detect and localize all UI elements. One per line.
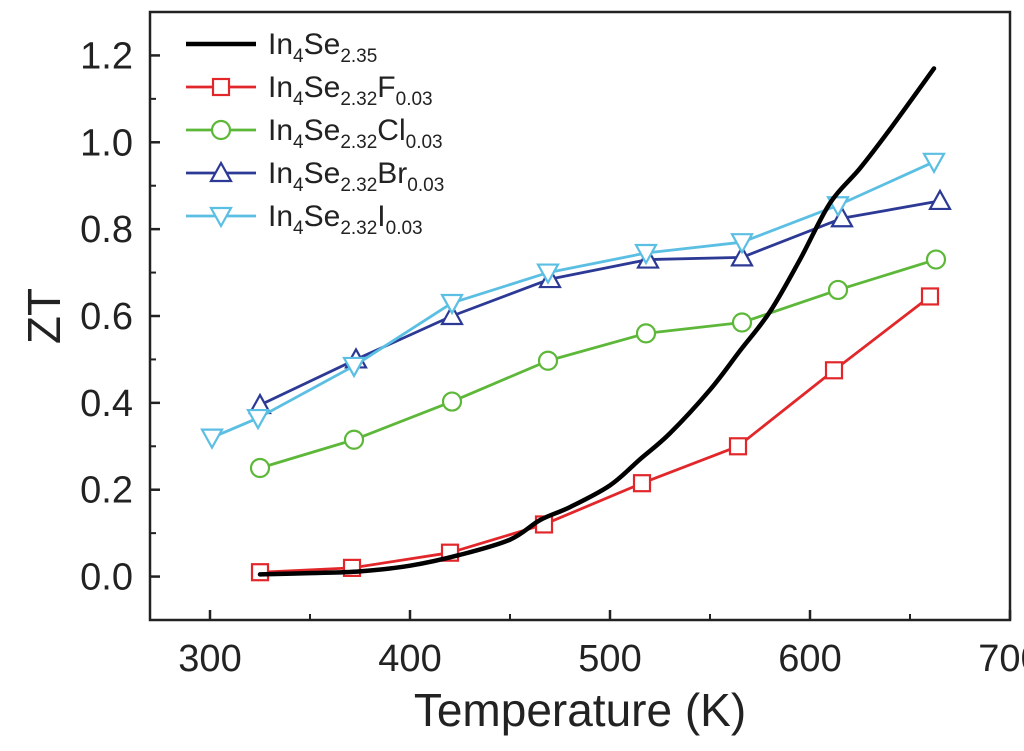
y-tick-label: 0.2: [80, 470, 133, 512]
data-point: [200, 428, 224, 450]
legend-text: I: [377, 200, 385, 233]
y-tick-label: 0.6: [80, 296, 133, 338]
data-point: [824, 361, 844, 380]
data-point: [246, 408, 270, 431]
legend-entry: In4Se2.32Br0.03: [186, 157, 444, 196]
legend-text: In: [268, 71, 293, 104]
legend-subscript: 4: [293, 218, 304, 239]
legend-subscript: 4: [293, 132, 304, 153]
data-point: [730, 245, 754, 267]
data-point: [537, 350, 559, 371]
legend-entry: In4Se2.32Cl0.03: [186, 114, 443, 153]
legend-label: In4Se2.32I0.03: [268, 200, 423, 239]
series-line: [257, 66, 937, 577]
data-point: [634, 243, 658, 266]
data-point: [922, 152, 946, 175]
legend-subscript: 2.32: [340, 132, 377, 153]
data-point: [920, 287, 940, 306]
legend-text: Se: [304, 157, 341, 190]
data-point: [635, 323, 657, 344]
x-tick-label: 300: [178, 638, 241, 680]
legend-subscript: 2.32: [340, 89, 377, 110]
y-axis-title: ZT: [18, 288, 70, 344]
legend-text: Se: [304, 200, 341, 233]
legend-label: In4Se2.32Br0.03: [268, 157, 444, 196]
series-line: [259, 199, 941, 407]
legend-subscript: 4: [293, 175, 304, 196]
legend-subscript: 2.32: [340, 218, 377, 239]
series-5: [200, 152, 946, 450]
data-point: [342, 356, 366, 379]
legend-subscript: 2.35: [340, 46, 377, 67]
x-tick-label: 600: [778, 638, 841, 680]
legend-subscript: 0.03: [386, 218, 423, 239]
legend-label: In4Se2.35: [268, 28, 377, 67]
data-point: [827, 279, 849, 301]
legend-text: F: [377, 71, 395, 104]
series-3: [249, 249, 947, 479]
data-point: [928, 188, 952, 211]
legend-entry: In4Se2.32F0.03: [186, 71, 433, 110]
data-point: [632, 474, 652, 493]
legend-subscript: 0.03: [406, 132, 443, 153]
legend-text: Br: [377, 157, 407, 190]
legend-subscript: 0.03: [396, 89, 433, 110]
legend-text: In: [268, 114, 293, 147]
legend-label: In4Se2.32Cl0.03: [268, 114, 443, 153]
legend-text: In: [268, 200, 293, 233]
legend-marker: [210, 119, 232, 141]
data-point: [441, 391, 463, 412]
data-point: [440, 293, 464, 316]
legend-text: Se: [304, 114, 341, 147]
series-line: [259, 295, 931, 574]
y-tick-label: 0.4: [80, 383, 133, 425]
series-line: [259, 258, 937, 470]
data-point: [925, 249, 947, 270]
legend-marker: [211, 77, 231, 97]
y-tick-label: 0.8: [80, 209, 133, 251]
legend-text: In: [268, 28, 293, 61]
legend-text: Cl: [377, 114, 405, 147]
legend-subscript: 0.03: [407, 175, 444, 196]
y-tick-label: 0.0: [80, 557, 133, 599]
legend-subscript: 2.32: [340, 175, 377, 196]
legend-entry: In4Se2.35: [186, 28, 377, 67]
y-tick-label: 1.0: [80, 122, 133, 164]
data-point: [830, 206, 854, 228]
series-1: [257, 66, 937, 577]
x-tick-label: 700: [978, 638, 1024, 680]
legend-text: Se: [304, 71, 341, 104]
x-tick-label: 500: [578, 638, 641, 680]
data-point: [730, 233, 754, 255]
data-point: [731, 312, 753, 333]
data-point: [343, 429, 365, 450]
y-tick-label: 1.2: [80, 35, 133, 77]
data-point: [728, 437, 748, 456]
x-tick-label: 400: [378, 638, 441, 680]
data-point: [249, 457, 271, 479]
legend-text: In: [268, 157, 293, 190]
legend-entry: In4Se2.32I0.03: [186, 200, 423, 239]
legend-text: Se: [304, 28, 341, 61]
legend-label: In4Se2.32F0.03: [268, 71, 433, 110]
legend-subscript: 4: [293, 89, 304, 110]
data-point: [536, 263, 560, 285]
x-axis-title: Temperature (K): [414, 684, 746, 736]
legend-marker: [209, 160, 233, 183]
legend-marker: [209, 206, 233, 229]
legend-subscript: 4: [293, 46, 304, 67]
